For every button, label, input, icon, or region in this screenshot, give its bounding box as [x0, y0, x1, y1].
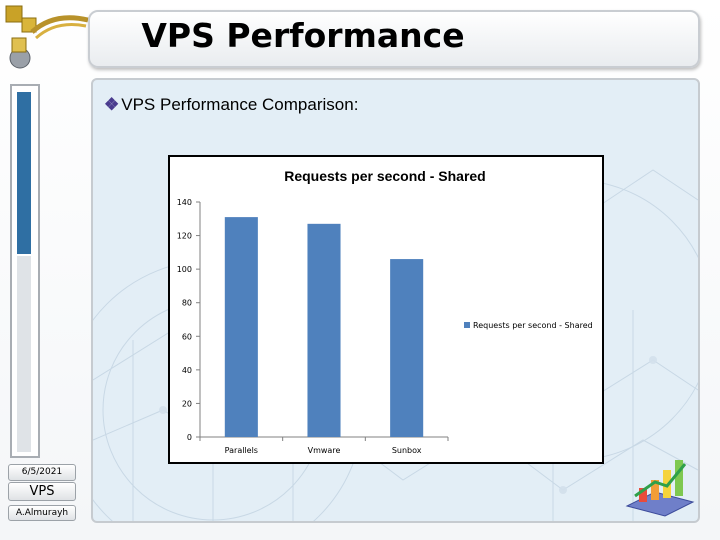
x-tick-labels: Parallels Vmware Sunbox [225, 446, 422, 455]
page-title: VPS Performance [141, 16, 465, 55]
left-strip-accent [17, 92, 31, 254]
y-tick-label: 100 [177, 265, 192, 274]
bar-chart: Requests per second - Shared 0 20 40 60 80 10… [177, 168, 593, 455]
y-tick-label: 60 [182, 332, 192, 341]
bar-sunbox [390, 259, 424, 437]
y-tick-label: 0 [187, 433, 192, 442]
bullet-heading: ❖ VPS Performance Comparison: [104, 95, 358, 115]
growth-chart-icon [625, 460, 695, 517]
left-strip-lower [17, 256, 31, 452]
bar-parallels [224, 217, 258, 437]
y-tick-label: 20 [182, 399, 192, 408]
diamond-bullet-icon: ❖ [104, 95, 120, 114]
chart-bars [224, 217, 424, 437]
chart-title: Requests per second - Shared [284, 168, 486, 184]
date-label: 6/5/2021 [8, 464, 76, 481]
x-tick-label: Sunbox [392, 446, 422, 455]
legend-swatch [464, 322, 470, 328]
vps-label: VPS [8, 482, 76, 501]
logo-icon [5, 5, 89, 69]
bullet-text: VPS Performance Comparison [121, 95, 354, 114]
x-tick-label: Parallels [225, 446, 258, 455]
y-tick-label: 120 [177, 232, 192, 241]
bar-vmware [307, 223, 341, 437]
y-tick-label: 140 [177, 198, 192, 207]
title-box [88, 10, 700, 68]
legend-label: Requests per second - Shared [473, 321, 593, 330]
chart-legend: Requests per second - Shared [464, 321, 593, 330]
y-tick-label: 80 [182, 299, 192, 308]
bullet-suffix: : [353, 95, 359, 114]
x-tick-label: Vmware [308, 446, 341, 455]
chart-frame: Requests per second - Shared 0 20 40 60 80 10… [168, 155, 604, 464]
y-tick-labels: 0 20 40 60 80 100 120 140 [177, 198, 192, 442]
y-tick-label: 40 [182, 366, 192, 375]
author-label: A.Almurayh [8, 505, 76, 521]
